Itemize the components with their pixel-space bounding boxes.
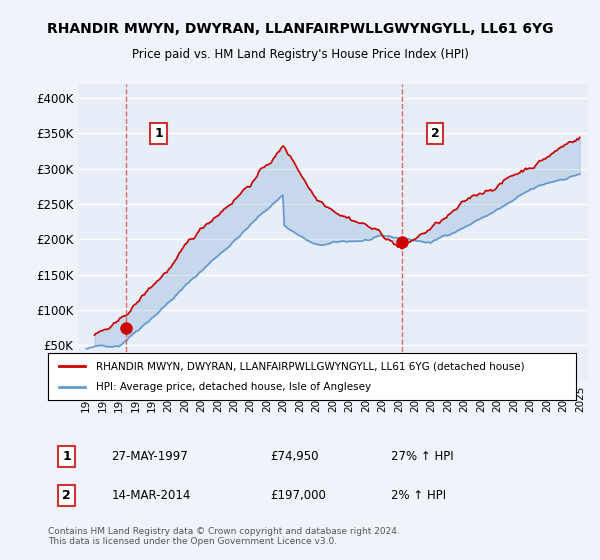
Text: £197,000: £197,000 <box>270 489 326 502</box>
Text: RHANDIR MWYN, DWYRAN, LLANFAIRPWLLGWYNGYLL, LL61 6YG: RHANDIR MWYN, DWYRAN, LLANFAIRPWLLGWYNGY… <box>47 22 553 36</box>
Text: 27-MAY-1997: 27-MAY-1997 <box>112 450 188 463</box>
Text: RHANDIR MWYN, DWYRAN, LLANFAIRPWLLGWYNGYLL, LL61 6YG (detached house): RHANDIR MWYN, DWYRAN, LLANFAIRPWLLGWYNGY… <box>95 361 524 371</box>
Text: 27% ↑ HPI: 27% ↑ HPI <box>391 450 454 463</box>
Text: HPI: Average price, detached house, Isle of Anglesey: HPI: Average price, detached house, Isle… <box>95 382 371 392</box>
Text: 1: 1 <box>62 450 71 463</box>
Text: 1: 1 <box>154 127 163 140</box>
Text: 14-MAR-2014: 14-MAR-2014 <box>112 489 191 502</box>
Text: 2: 2 <box>431 127 439 140</box>
Text: £74,950: £74,950 <box>270 450 318 463</box>
Text: Price paid vs. HM Land Registry's House Price Index (HPI): Price paid vs. HM Land Registry's House … <box>131 48 469 60</box>
Text: 2: 2 <box>62 489 71 502</box>
Text: Contains HM Land Registry data © Crown copyright and database right 2024.
This d: Contains HM Land Registry data © Crown c… <box>48 526 400 546</box>
Text: 2% ↑ HPI: 2% ↑ HPI <box>391 489 446 502</box>
